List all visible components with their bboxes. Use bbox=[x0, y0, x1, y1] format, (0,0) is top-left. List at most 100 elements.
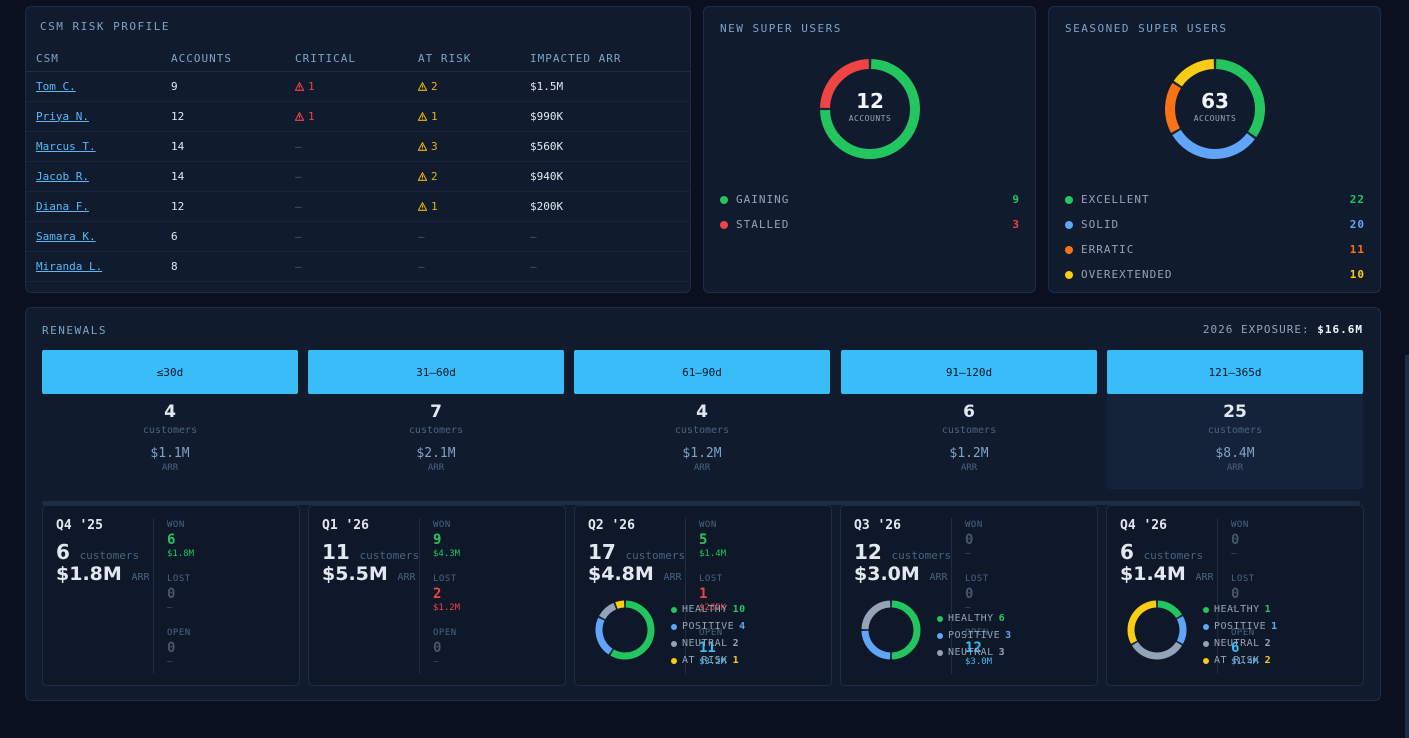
csm-name-link[interactable]: Tom C. bbox=[36, 79, 76, 93]
impacted-arr-cell: $1.5M bbox=[520, 71, 690, 102]
accounts-cell: 12 bbox=[161, 191, 285, 222]
health-label: AT RISK bbox=[1214, 655, 1260, 666]
legend-label: OVEREXTENDED bbox=[1081, 268, 1173, 281]
bucket-tab-button[interactable]: 91–120d bbox=[841, 350, 1097, 394]
warning-icon bbox=[418, 171, 427, 181]
seasoned-super-users-legend: EXCELLENT 22 SOLID 20 ERRATIC 11 OVEREXTENDED 1… bbox=[1065, 187, 1365, 287]
warning-icon bbox=[418, 111, 427, 121]
stat-count: 2 bbox=[433, 586, 442, 602]
quarter-arr: $1.8M ARR bbox=[56, 563, 150, 585]
quarter-customer-label: customers bbox=[1143, 549, 1204, 562]
stat-label: LOST bbox=[699, 574, 723, 584]
health-dot-icon bbox=[937, 615, 943, 622]
health-legend-item: POSITIVE 1 bbox=[1203, 618, 1278, 635]
health-count: 2 bbox=[732, 638, 740, 649]
quarter-title: Q4 '26 bbox=[1120, 518, 1167, 533]
quarter-arr-label: ARR bbox=[663, 572, 682, 583]
bucket-tab-button[interactable]: 61–90d bbox=[574, 350, 830, 394]
health-count: 2 bbox=[1264, 655, 1272, 666]
legend-item: STALLED 3 bbox=[720, 212, 1020, 237]
page-scrollbar[interactable] bbox=[1405, 355, 1409, 738]
table-row: Diana F. 12 — 1 $200K bbox=[26, 191, 690, 222]
csm-name-link[interactable]: Priya N. bbox=[36, 109, 89, 123]
stat-count: 0 bbox=[965, 532, 974, 548]
csm-risk-table: CSM ACCOUNTS CRITICAL AT RISK IMPACTED A… bbox=[26, 47, 690, 282]
critical-value: — bbox=[295, 199, 302, 213]
quarter-stat-open: OPEN 0— bbox=[167, 628, 194, 682]
quarter-card: Q4 '26 6 customers $1.4M ARR WON 0— LOST 0— OPE… bbox=[1106, 505, 1364, 686]
quarter-stat-lost: LOST 1 $235K bbox=[699, 574, 726, 628]
quarter-customer-count: 12 bbox=[854, 540, 882, 564]
col-header-csm: CSM bbox=[26, 47, 161, 72]
stat-label: WON bbox=[433, 520, 451, 530]
csm-name-link[interactable]: Miranda L. bbox=[36, 259, 103, 273]
bucket-arr-value: $1.2M bbox=[949, 446, 989, 461]
donut-segment-positive bbox=[595, 617, 613, 655]
legend-label: SOLID bbox=[1081, 218, 1120, 231]
exposure-value: $16.6M bbox=[1317, 323, 1363, 336]
csm-name-link[interactable]: Samara K. bbox=[36, 229, 96, 243]
health-legend: HEALTHY 10 POSITIVE 4 NEUTRAL 2 AT RISK 1 bbox=[671, 601, 746, 669]
legend-count: 11 bbox=[1349, 243, 1365, 256]
quarter-arr-value: $5.5M bbox=[322, 563, 388, 585]
health-count: 1 bbox=[732, 655, 740, 666]
warning-icon bbox=[295, 81, 304, 91]
renewal-bucket: ≤30d 4 customers $1.1M ARR bbox=[42, 350, 298, 489]
quarter-customer-label: customers bbox=[79, 549, 140, 562]
col-header-accounts: ACCOUNTS bbox=[161, 47, 285, 72]
health-legend-item: NEUTRAL 3 bbox=[937, 644, 1012, 661]
csm-name-link[interactable]: Diana F. bbox=[36, 199, 89, 213]
donut-segment-erratic bbox=[1165, 82, 1181, 133]
quarter-stats: WON 0— LOST 0— OPEN 6 $1.4M bbox=[1231, 520, 1258, 682]
health-count: 2 bbox=[1264, 638, 1272, 649]
critical-cell: — bbox=[285, 191, 408, 222]
accounts-cell: 9 bbox=[161, 71, 285, 102]
bucket-tab-button[interactable]: 31–60d bbox=[308, 350, 564, 394]
bucket-tab-button[interactable]: ≤30d bbox=[42, 350, 298, 394]
renewals-panel: RENEWALS 2026 EXPOSURE: $16.6M ≤30d 4 cust… bbox=[25, 307, 1381, 701]
renewals-title: RENEWALS bbox=[42, 324, 107, 337]
impacted-arr-cell: $940K bbox=[520, 161, 690, 192]
csm-name-link[interactable]: Jacob R. bbox=[36, 169, 89, 183]
quarter-customers: 17 customers bbox=[588, 540, 685, 564]
quarter-arr: $4.8M ARR bbox=[588, 563, 682, 585]
seasoned-super-users-donut: 63 ACCOUNTS bbox=[1163, 57, 1267, 161]
health-label: HEALTHY bbox=[682, 604, 728, 615]
impacted-arr-cell: — bbox=[520, 221, 690, 252]
warning-icon bbox=[418, 81, 427, 91]
health-dot-icon bbox=[1203, 657, 1209, 664]
legend-label: GAINING bbox=[736, 193, 790, 206]
bucket-tab-button[interactable]: 121–365d bbox=[1107, 350, 1363, 394]
stat-label: LOST bbox=[965, 574, 989, 584]
quarter-divider bbox=[685, 518, 686, 674]
accounts-cell: 14 bbox=[161, 131, 285, 162]
csm-risk-profile-panel: CSM RISK PROFILE CSM ACCOUNTS CRITICAL A… bbox=[25, 6, 691, 293]
quarter-stat-lost: LOST 0— bbox=[1231, 574, 1258, 628]
bucket-arr-label: ARR bbox=[161, 463, 179, 473]
legend-item: OVEREXTENDED 10 bbox=[1065, 262, 1365, 287]
table-row: Priya N. 12 1 1 $990K bbox=[26, 101, 690, 132]
at-risk-cell: — bbox=[408, 251, 520, 282]
stat-label: WON bbox=[167, 520, 185, 530]
stat-arr: $1.2M bbox=[433, 603, 461, 613]
bucket-arr-label: ARR bbox=[693, 463, 711, 473]
donut-segment-positive bbox=[861, 630, 891, 660]
bucket-customer-count: 7 bbox=[430, 402, 442, 422]
new-super-users-panel: NEW SUPER USERS 12 ACCOUNTS GAINING 9 STAL… bbox=[703, 6, 1036, 293]
stat-arr: — bbox=[1231, 549, 1237, 559]
stat-label: WON bbox=[1231, 520, 1249, 530]
health-legend-item: HEALTHY 1 bbox=[1203, 601, 1278, 618]
health-legend-item: POSITIVE 3 bbox=[937, 627, 1012, 644]
exposure-summary: 2026 EXPOSURE: $16.6M bbox=[1203, 323, 1363, 336]
health-legend: HEALTHY 6 POSITIVE 3 NEUTRAL 3 bbox=[937, 610, 1012, 661]
col-header-impacted-arr: IMPACTED ARR bbox=[520, 47, 690, 72]
health-count: 6 bbox=[998, 613, 1006, 624]
health-dot-icon bbox=[1203, 640, 1209, 647]
quarter-stat-open: OPEN 6 $1.4M bbox=[1231, 628, 1258, 682]
stat-arr: — bbox=[965, 549, 971, 559]
at-risk-cell: 2 bbox=[408, 71, 520, 102]
table-row: Tom C. 9 1 2 $1.5M bbox=[26, 71, 690, 102]
health-legend-item: HEALTHY 10 bbox=[671, 601, 746, 618]
donut-segment-neutral bbox=[861, 600, 891, 630]
csm-name-link[interactable]: Marcus T. bbox=[36, 139, 96, 153]
